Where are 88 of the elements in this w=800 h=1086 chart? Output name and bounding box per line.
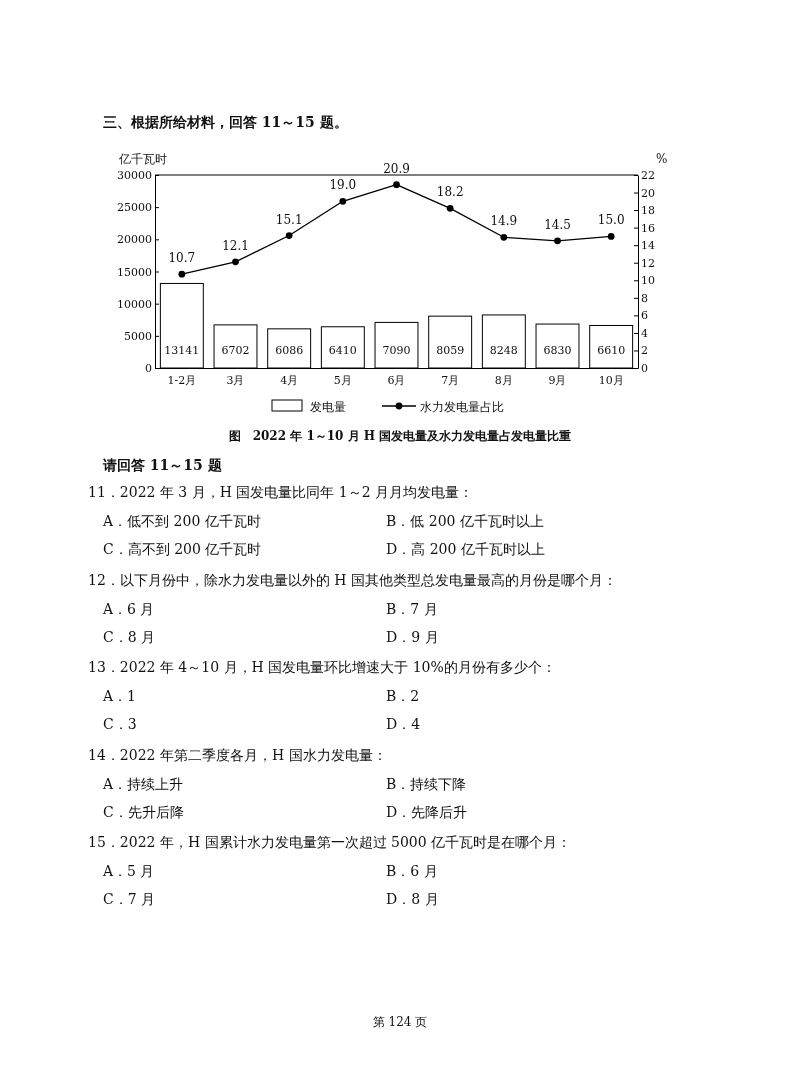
y2-tick-label: 12 [641, 256, 655, 270]
text: A．6 月 [102, 600, 155, 617]
text: B．7 月 [386, 600, 438, 617]
x-tick-label: 7月 [441, 373, 460, 387]
y2-tick-label: 14 [641, 239, 655, 253]
point [554, 237, 561, 245]
y2-tick-label: 22 [641, 169, 655, 183]
x-tick-label: 3月 [226, 373, 245, 387]
text: 13．2022 年 4～10 月，H 国发电量环比增速大于 10%的月份有多少个： [88, 659, 556, 675]
text: C．7 月 [103, 891, 156, 907]
text: D．8 月 [386, 891, 439, 907]
text: A．1 [102, 688, 137, 704]
y2-tick-label: 16 [641, 221, 655, 235]
point [339, 197, 347, 205]
legend-label: 水力发电量占比 [420, 400, 504, 414]
text: A．持续上升 [102, 775, 184, 792]
text: B．2 [386, 688, 420, 704]
x-tick-label: 9月 [548, 373, 567, 387]
text: 第 124 页 [372, 1015, 428, 1029]
x-tick-label: 8月 [494, 373, 513, 387]
data-label: 6610 [597, 344, 626, 357]
x-tick-label: 6月 [387, 373, 406, 387]
text: 14．2022 年第二季度各月，H 国水力发电量： [88, 746, 387, 763]
data-label: 12.1 [222, 238, 249, 253]
x-tick-label: 5月 [333, 373, 352, 387]
text: C．先升后降 [103, 803, 184, 820]
data-label: 6410 [328, 344, 357, 357]
text: 15．2022 年，H 国累计水力发电量第一次超过 5000 亿千瓦时是在哪个月： [88, 834, 572, 850]
data-label: 7090 [382, 344, 411, 357]
y-tick-label: 25000 [117, 201, 152, 215]
x-tick-label: 10月 [598, 373, 624, 387]
y-tick-label: 15000 [117, 265, 152, 279]
x-tick-label: 4月 [280, 373, 299, 387]
point [500, 233, 508, 241]
text: D．先降后升 [386, 803, 468, 820]
data-label: 19.0 [329, 178, 357, 193]
legend-label: 发电量 [310, 400, 346, 414]
data-label: 18.2 [436, 185, 464, 200]
text: A．5 月 [102, 863, 155, 879]
text: C．3 [103, 716, 137, 732]
point [393, 181, 400, 189]
text: 11．2022 年 3 月，H 国发电量比同年 1～2 月月均发电量： [88, 484, 474, 500]
text: C．8 月 [103, 628, 156, 645]
text: B．6 月 [386, 863, 438, 879]
y2-tick-label: 8 [641, 291, 648, 305]
text: D．高 200 亿千瓦时以上 [386, 541, 545, 557]
y-tick-label: 20000 [117, 233, 152, 247]
text: A．低不到 200 亿千瓦时 [102, 513, 261, 529]
text: D．9 月 [386, 628, 439, 645]
point [446, 204, 454, 212]
text: B．持续下降 [386, 775, 467, 792]
point [178, 270, 186, 278]
y2-tick-label: 6 [641, 309, 648, 323]
y2-axis-title: % [656, 152, 668, 166]
text: 请回答 11～15 题 [102, 457, 222, 473]
text: 12．以下月份中，除水力发电量以外的 H 国其他类型总发电量最高的月份是哪个月： [88, 571, 617, 588]
y2-tick-label: 20 [641, 186, 655, 200]
y-axis-title: 亿千瓦时 [118, 152, 167, 166]
point [285, 232, 293, 239]
data-label: 20.9 [383, 161, 410, 176]
data-label: 15.1 [275, 212, 303, 227]
data-label: 6702 [221, 344, 250, 357]
data-label: 8248 [489, 344, 518, 357]
y2-tick-label: 4 [641, 326, 648, 340]
y2-tick-label: 10 [641, 274, 655, 288]
data-label: 6086 [275, 344, 304, 357]
y2-tick-label: 0 [641, 362, 648, 376]
text: 图 2022 年 1～10 月 H 国发电量及水力发电量占发电量比重 [228, 429, 572, 443]
data-label: 14.9 [490, 214, 518, 229]
y-tick-label: 30000 [117, 169, 152, 183]
y2-tick-label: 18 [641, 204, 655, 218]
chart-subtitle: 三、根据所给材料，回答 11～15 题。 [103, 114, 348, 130]
data-label: 8059 [436, 344, 465, 357]
y-tick-label: 5000 [124, 329, 152, 343]
data-label: 14.5 [544, 217, 571, 232]
point [607, 233, 615, 240]
text: B．低 200 亿千瓦时以上 [386, 513, 544, 529]
y-tick-label: 0 [145, 362, 152, 376]
x-tick-label: 1-2月 [167, 373, 197, 387]
point [232, 258, 239, 266]
data-label: 15.0 [597, 213, 625, 228]
text: D．4 [386, 716, 421, 732]
data-label: 6830 [543, 344, 572, 357]
y-tick-label: 10000 [117, 297, 152, 311]
data-label: 10.7 [168, 251, 196, 266]
y2-tick-label: 2 [641, 344, 648, 358]
text: C．高不到 200 亿千瓦时 [103, 541, 262, 557]
data-label: 13141 [164, 344, 200, 357]
